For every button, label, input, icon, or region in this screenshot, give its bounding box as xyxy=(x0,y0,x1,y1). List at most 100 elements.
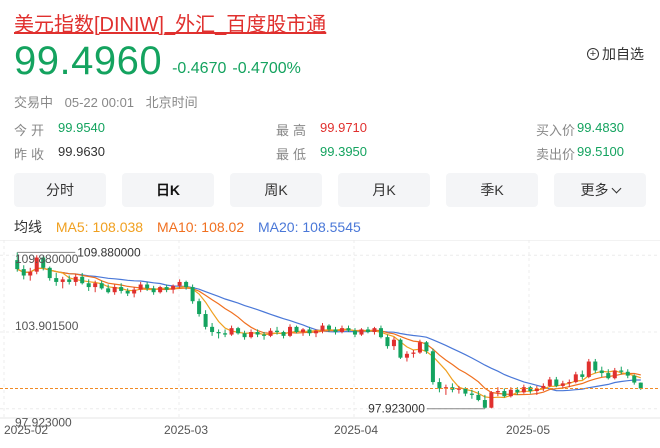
candle-body xyxy=(593,361,598,371)
candle-body xyxy=(203,314,208,327)
candle-body xyxy=(632,375,637,383)
x-tick-label: 2025-02 xyxy=(4,423,48,437)
tab-label: 月K xyxy=(372,182,396,198)
y-tick-label: 109.880000 xyxy=(15,252,79,266)
candle-body xyxy=(463,388,468,394)
candle-body xyxy=(333,329,338,332)
candle-body xyxy=(391,339,396,347)
candle-body xyxy=(528,387,533,392)
candle-body xyxy=(404,353,409,358)
ma-title: 均线 xyxy=(14,219,42,235)
candle-body xyxy=(67,279,72,282)
candle-body xyxy=(320,325,325,331)
candle-body xyxy=(86,283,91,288)
timezone-label: 北京时间 xyxy=(145,95,198,110)
candle-body xyxy=(288,326,293,336)
tab-monthly-k[interactable]: 月K xyxy=(338,173,430,207)
candle-body xyxy=(21,269,26,276)
candle-body xyxy=(599,370,604,374)
candle-body xyxy=(398,339,403,358)
candle-body xyxy=(34,257,39,272)
quote-label: 今开 xyxy=(14,123,49,138)
ma10-value: MA10: 108.02 xyxy=(156,219,245,235)
candle-body xyxy=(547,379,552,386)
tab-label: 日K xyxy=(155,182,181,198)
candlestick-chart[interactable]: 109.880000 103.901500 97.923000 109.880000 9… xyxy=(0,240,660,448)
candle-body xyxy=(385,337,390,347)
candle-body xyxy=(469,393,474,395)
candle-body xyxy=(164,287,169,290)
candle-body xyxy=(275,330,280,332)
candle-body xyxy=(190,287,195,302)
quote-value: 99.9630 xyxy=(58,144,106,159)
page-title-link[interactable]: 美元指数[DINIW]_外汇_百度股市通 xyxy=(14,14,327,36)
candle-body xyxy=(625,371,630,376)
candle-body xyxy=(301,329,306,332)
candle-body xyxy=(534,388,539,392)
quote-grid: 今开 99.9540 最高 99.9710 买入价 99.4830 昨收 99.… xyxy=(14,120,646,168)
candle-body xyxy=(80,276,85,284)
trading-state: 交易中 xyxy=(14,95,54,110)
candle-body xyxy=(326,325,332,330)
ma20-value: MA20: 108.5545 xyxy=(258,219,361,235)
quote-high: 最高 99.9710 xyxy=(276,120,367,139)
ma5-value: MA5: 108.038 xyxy=(55,219,144,235)
price-row: 99.4960 -0.4670 -0.4700% xyxy=(14,38,301,84)
max-annotation-label: 109.880000 xyxy=(77,245,141,259)
candle-body xyxy=(249,332,254,338)
candle-body xyxy=(372,328,377,332)
quote-value: 99.4830 xyxy=(577,120,625,135)
tab-weekly-k[interactable]: 周K xyxy=(230,173,322,207)
candle-body xyxy=(281,332,286,336)
candle-body xyxy=(580,374,585,377)
candle-body xyxy=(171,285,176,290)
moving-average-legend: 均线 MA5: 108.038 MA10: 108.02 MA20: 108.5… xyxy=(14,217,371,237)
quote-label: 买入价 xyxy=(536,123,576,138)
candle-body xyxy=(138,284,143,290)
candle-body xyxy=(541,385,546,389)
x-tick-label: 2025-03 xyxy=(164,423,208,437)
quote-label: 最高 xyxy=(276,123,311,138)
candle-body xyxy=(443,387,448,389)
candle-body xyxy=(586,361,591,377)
candle-body xyxy=(99,283,104,289)
add-watchlist-label: 加自选 xyxy=(602,46,644,62)
candle-body xyxy=(515,389,520,393)
candle-body xyxy=(255,332,260,335)
tab-daily-k[interactable]: 日K xyxy=(122,173,214,207)
candle-body xyxy=(119,287,124,291)
tab-more[interactable]: 更多 xyxy=(554,173,646,207)
candle-body xyxy=(177,281,182,286)
y-tick-label: 97.923000 xyxy=(15,416,72,430)
period-tabs: 分时 日K 周K 月K 季K 更多 xyxy=(14,173,646,207)
tab-quarterly-k[interactable]: 季K xyxy=(446,173,538,207)
candle-body xyxy=(476,394,481,401)
quote-value: 99.3950 xyxy=(320,144,368,159)
candle-body xyxy=(638,382,643,389)
candle-body xyxy=(482,400,487,408)
candle-body xyxy=(424,342,429,352)
candle-body xyxy=(268,330,273,336)
candle-body xyxy=(339,328,345,332)
min-annotation-label: 97.923000 xyxy=(368,402,425,416)
candle-body xyxy=(262,334,267,336)
candle-body xyxy=(184,281,189,288)
candle-body xyxy=(489,392,494,408)
candle-body xyxy=(197,301,202,315)
tab-label: 更多 xyxy=(580,182,609,198)
candle-body xyxy=(502,391,507,397)
candle-body xyxy=(307,329,312,334)
price-change: -0.4670 xyxy=(172,60,227,77)
candle-body xyxy=(365,329,370,332)
chevron-down-icon xyxy=(611,183,621,193)
candle-body xyxy=(554,379,559,386)
candle-body xyxy=(346,328,351,331)
quote-prev-close: 昨收 99.9630 xyxy=(14,144,105,163)
x-tick-label: 2025-05 xyxy=(506,423,550,437)
add-watchlist-button[interactable]: + 加自选 xyxy=(587,44,644,64)
candle-body xyxy=(352,330,357,335)
candle-body xyxy=(15,260,20,270)
candle-body xyxy=(430,351,435,383)
tab-intraday[interactable]: 分时 xyxy=(14,173,106,207)
candle-body xyxy=(313,330,319,334)
